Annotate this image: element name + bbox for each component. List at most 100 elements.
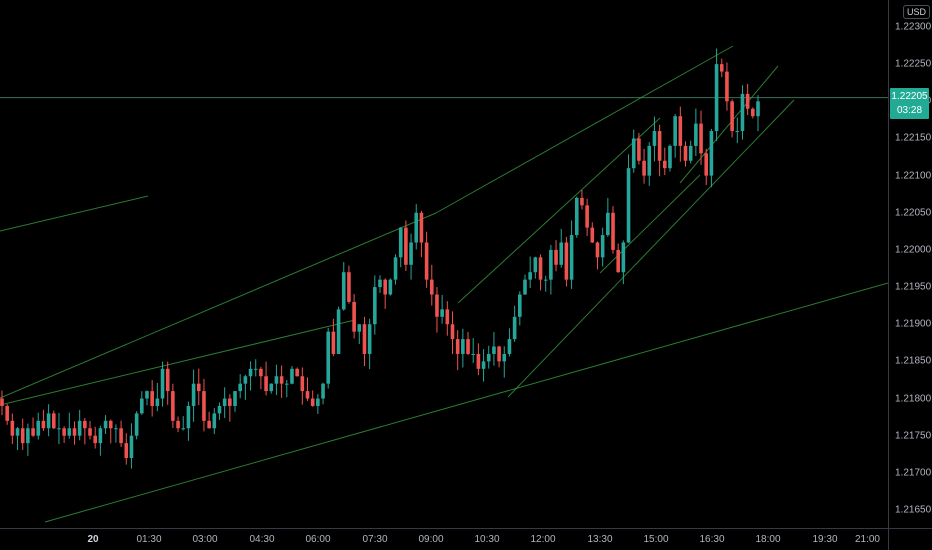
candle-body: [228, 398, 232, 406]
candle-body: [196, 383, 201, 392]
time-tick: 21:00: [854, 534, 880, 545]
candle-body: [404, 227, 408, 265]
candle-body: [678, 116, 683, 146]
price-axis[interactable]: USD 1.223001.222501.222001.221501.221001…: [888, 0, 932, 528]
price-tick: 1.21750: [895, 430, 932, 442]
candle-body: [300, 376, 305, 392]
candle-body: [719, 64, 724, 72]
candle-body: [751, 108, 755, 117]
candle-body: [725, 71, 729, 102]
candle-body: [150, 391, 154, 406]
candle-body: [642, 160, 646, 176]
candle-body: [217, 405, 222, 414]
candle-body: [606, 212, 610, 236]
candle-body: [450, 324, 455, 340]
candle-body: [419, 212, 424, 243]
candle-body: [238, 383, 242, 392]
candle-body: [429, 279, 434, 295]
candle-body: [668, 145, 672, 169]
candle-body: [507, 339, 512, 354]
candle-body: [51, 413, 56, 429]
candle-body: [476, 353, 481, 369]
candle-body: [652, 131, 657, 146]
candle-body: [207, 420, 211, 429]
candle-body: [124, 443, 129, 458]
candle-body: [699, 123, 703, 154]
candle-body: [15, 428, 20, 436]
candle-body: [5, 405, 9, 421]
time-tick: 12:00: [530, 534, 556, 545]
chart-plot-area[interactable]: [0, 0, 889, 528]
price-tick: 1.22000: [895, 244, 932, 256]
candle-body: [662, 160, 667, 169]
candle-body: [41, 420, 46, 429]
candle-body: [398, 227, 403, 258]
candle-body: [160, 368, 165, 399]
candle-body: [98, 428, 103, 444]
candle-body: [388, 279, 393, 295]
time-tick: 03:00: [192, 534, 218, 545]
candle-body: [373, 287, 377, 325]
candle-body: [730, 101, 734, 132]
candle-body: [694, 123, 698, 146]
candle-body: [274, 376, 279, 384]
currency-label[interactable]: USD: [903, 5, 931, 19]
bar-countdown: 03:28: [896, 105, 923, 116]
candle-body: [445, 309, 450, 325]
time-axis[interactable]: 20 01:30 03:00 04:30 06:00 07:30 09:00 10:30 12:…: [0, 528, 888, 550]
candle-body: [538, 257, 543, 280]
candle-body: [31, 428, 35, 436]
candle-body: [554, 249, 558, 265]
candle-body: [72, 428, 77, 436]
time-tick: 15:00: [643, 534, 669, 545]
price-tick: 1.21700: [895, 467, 932, 479]
axis-corner: [888, 528, 932, 550]
candle-body: [352, 301, 356, 332]
candle-body: [331, 331, 336, 354]
candle-body: [108, 420, 113, 429]
candle-body: [295, 368, 299, 377]
candle-body: [626, 168, 631, 243]
candle-body: [129, 435, 134, 458]
trendline: [0, 319, 356, 406]
candle-body: [10, 420, 15, 436]
time-tick: 01:30: [136, 534, 162, 545]
candle-body: [243, 376, 248, 384]
candle-body: [637, 138, 641, 161]
candle-body: [347, 272, 351, 302]
trendline: [0, 195, 149, 232]
candle-body: [543, 279, 548, 281]
trendline: [599, 174, 701, 274]
candle-body: [528, 272, 532, 280]
candle-body: [357, 324, 362, 332]
candle-body: [248, 368, 253, 377]
time-tick: 04:30: [249, 534, 275, 545]
candle-body: [481, 361, 486, 369]
candle-body: [683, 145, 688, 161]
candle-body: [704, 153, 709, 176]
trendline: [0, 212, 437, 399]
candle-body: [393, 257, 398, 280]
last-price-value: 1.22205: [891, 91, 928, 102]
candle-body: [600, 235, 605, 258]
candle-body: [409, 242, 413, 265]
candle-body: [290, 368, 294, 384]
trendline: [457, 117, 661, 304]
candle-body: [20, 428, 25, 444]
candle-body: [533, 257, 538, 273]
candle-body: [585, 205, 589, 228]
candle-body: [46, 413, 51, 429]
candle-body: [341, 272, 346, 310]
candle-body: [657, 131, 662, 161]
time-tick: 07:30: [362, 534, 388, 545]
candle-body: [595, 242, 600, 258]
candle-body: [714, 64, 719, 132]
trendline: [44, 282, 889, 523]
candle-body: [461, 339, 465, 354]
time-tick: 13:30: [587, 534, 613, 545]
candle-body: [455, 339, 460, 354]
candlestick-chart[interactable]: [0, 0, 889, 528]
candle-body: [362, 324, 367, 354]
candle-body: [336, 309, 341, 354]
candle-body: [305, 391, 310, 399]
